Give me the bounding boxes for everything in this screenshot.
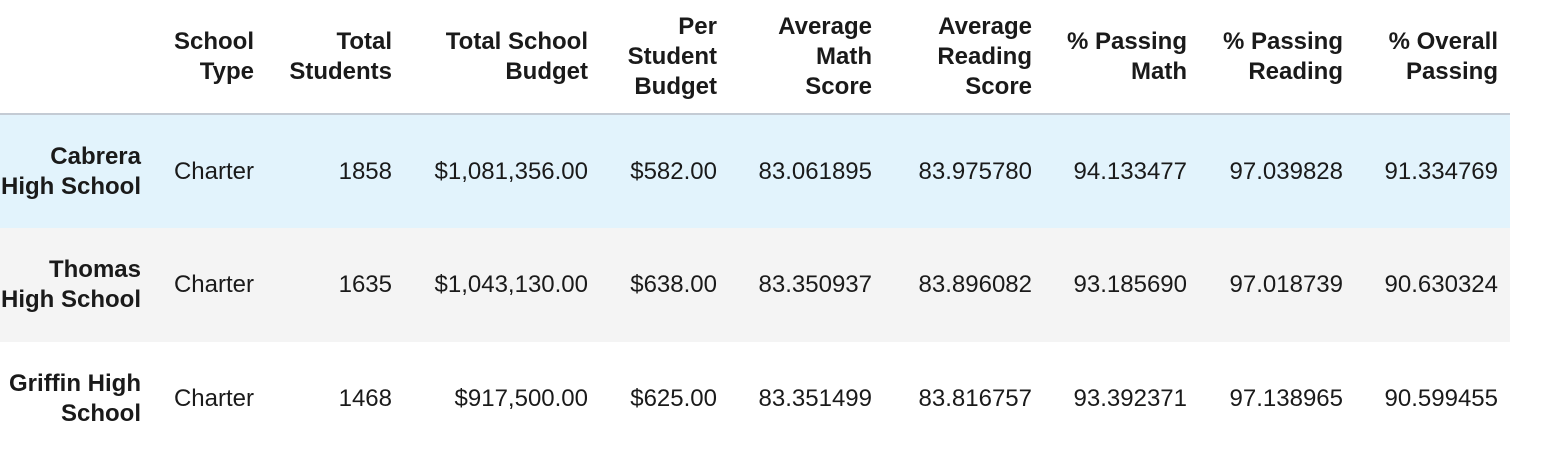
column-header-total-students: Total Students bbox=[266, 0, 404, 115]
table-row: Thomas High School Charter 1635 $1,043,1… bbox=[0, 228, 1510, 342]
cell-passing-math: 94.133477 bbox=[1073, 157, 1187, 185]
cell-average-reading-score: 83.816757 bbox=[918, 385, 1032, 412]
column-header-school-type: School Type bbox=[153, 0, 266, 115]
cell-total-school-budget: $1,043,130.00 bbox=[434, 271, 588, 298]
row-index-label: Cabrera High School bbox=[1, 142, 141, 200]
column-header-per-student-budget: Per Student Budget bbox=[600, 0, 729, 115]
cell-total-students: 1635 bbox=[338, 271, 392, 298]
cell-overall-passing: 90.630324 bbox=[1384, 271, 1498, 298]
column-header-passing-math: % Passing Math bbox=[1044, 0, 1199, 115]
table-row: Cabrera High School Charter 1858 $1,081,… bbox=[0, 114, 1510, 228]
row-index-label: Thomas High School bbox=[1, 256, 141, 313]
cell-total-students: 1468 bbox=[338, 385, 392, 412]
header-row: School Type Total Students Total School … bbox=[0, 0, 1510, 115]
cell-passing-math: 93.392371 bbox=[1073, 385, 1187, 412]
table-body: Cabrera High School Charter 1858 $1,081,… bbox=[0, 114, 1510, 456]
table-row: Griffin High School Charter 1468 $917,50… bbox=[0, 342, 1510, 456]
row-index-label: Griffin High School bbox=[9, 370, 141, 427]
school-summary-table: School Type Total Students Total School … bbox=[0, 0, 1510, 456]
column-header-total-school-budget: Total School Budget bbox=[404, 0, 600, 115]
cell-total-students: 1858 bbox=[338, 157, 392, 185]
column-header-overall-passing: % Overall Passing bbox=[1355, 0, 1510, 115]
cell-average-reading-score: 83.975780 bbox=[918, 157, 1032, 185]
cell-passing-reading: 97.039828 bbox=[1229, 157, 1343, 185]
cell-average-reading-score: 83.896082 bbox=[918, 271, 1032, 298]
column-header-passing-reading: % Passing Reading bbox=[1199, 0, 1355, 115]
cell-per-student-budget: $638.00 bbox=[630, 271, 717, 298]
cell-total-school-budget: $1,081,356.00 bbox=[434, 157, 588, 185]
cell-passing-reading: 97.018739 bbox=[1229, 271, 1343, 298]
cell-average-math-score: 83.061895 bbox=[758, 157, 872, 185]
column-header-average-math-score: Average Math Score bbox=[729, 0, 884, 115]
cell-passing-math: 93.185690 bbox=[1073, 271, 1187, 298]
cell-passing-reading: 97.138965 bbox=[1229, 385, 1343, 412]
cell-overall-passing: 91.334769 bbox=[1384, 157, 1498, 185]
cell-per-student-budget: $625.00 bbox=[630, 385, 717, 412]
cell-total-school-budget: $917,500.00 bbox=[454, 385, 588, 412]
cell-per-student-budget: $582.00 bbox=[630, 157, 717, 185]
cell-average-math-score: 83.350937 bbox=[758, 271, 872, 298]
column-header-average-reading-score: Average Reading Score bbox=[884, 0, 1044, 115]
cell-school-type: Charter bbox=[173, 385, 254, 412]
cell-overall-passing: 90.599455 bbox=[1384, 385, 1498, 412]
cell-school-type: Charter bbox=[173, 271, 254, 298]
cell-school-type: Charter bbox=[173, 157, 254, 185]
cell-average-math-score: 83.351499 bbox=[758, 385, 872, 412]
table-header: School Type Total Students Total School … bbox=[0, 0, 1510, 115]
index-header bbox=[0, 0, 153, 115]
